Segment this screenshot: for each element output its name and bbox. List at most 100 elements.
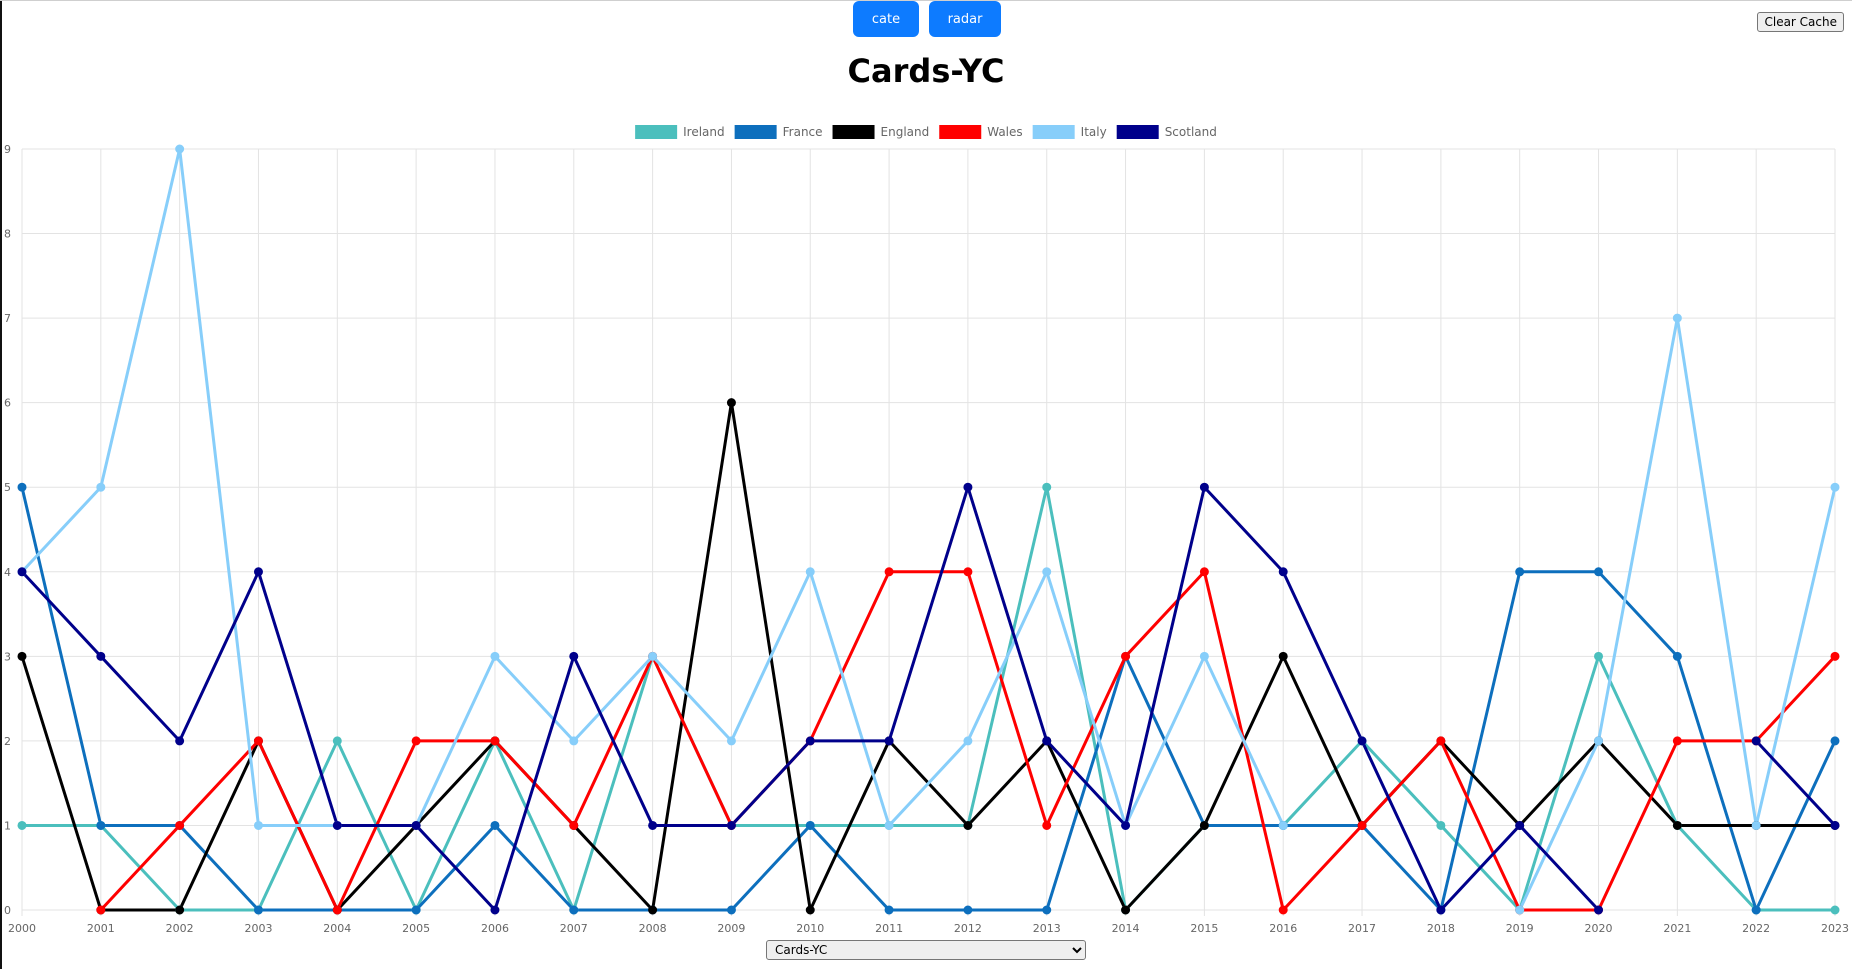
cate-button[interactable]: cate [853, 1, 919, 37]
x-tick-label: 2004 [323, 922, 351, 935]
data-point-scotland [175, 736, 185, 746]
data-point-scotland [1278, 567, 1288, 577]
data-point-scotland [963, 482, 973, 492]
legend-swatch-france [734, 125, 777, 139]
x-tick-label: 2006 [481, 922, 509, 935]
data-point-italy [648, 651, 658, 661]
data-point-italy [569, 736, 579, 746]
data-point-italy [726, 736, 736, 746]
x-tick-label: 2005 [402, 922, 430, 935]
data-point-scotland [569, 651, 579, 661]
data-point-france [884, 905, 894, 915]
data-point-france [1042, 905, 1052, 915]
chart-type-nav: cate radar [853, 1, 1001, 37]
legend-label: Italy [1081, 125, 1107, 139]
data-point-wales [96, 905, 106, 915]
data-point-italy [884, 820, 894, 830]
metric-select[interactable]: Cards-YC [766, 940, 1086, 960]
data-point-france [490, 820, 500, 830]
data-point-scotland [1121, 820, 1131, 830]
data-point-england [175, 905, 185, 915]
window-left-edge [0, 0, 2, 969]
x-tick-label: 2010 [796, 922, 824, 935]
data-point-france [411, 905, 421, 915]
legend-label: England [881, 125, 930, 139]
x-tick-label: 2018 [1427, 922, 1455, 935]
radar-button[interactable]: radar [929, 1, 1001, 37]
data-point-england [805, 905, 815, 915]
x-tick-label: 2017 [1348, 922, 1376, 935]
data-point-scotland [1830, 820, 1840, 830]
data-point-ireland [1830, 905, 1840, 915]
data-point-wales [1672, 736, 1682, 746]
data-point-italy [1672, 313, 1682, 323]
data-point-scotland [1199, 482, 1209, 492]
data-point-italy [175, 144, 185, 154]
y-tick-label: 5 [4, 481, 11, 494]
data-point-italy [1278, 820, 1288, 830]
x-tick-label: 2019 [1506, 922, 1534, 935]
data-point-scotland [1751, 736, 1761, 746]
data-point-italy [96, 482, 106, 492]
data-point-france [96, 820, 106, 830]
data-point-wales [175, 820, 185, 830]
data-point-wales [884, 567, 894, 577]
data-point-scotland [332, 820, 342, 830]
data-point-scotland [1357, 736, 1367, 746]
data-point-italy [490, 651, 500, 661]
x-tick-label: 2022 [1742, 922, 1770, 935]
legend-label: Ireland [683, 125, 725, 139]
y-tick-label: 9 [4, 143, 11, 156]
data-point-wales [332, 905, 342, 915]
data-point-england [1278, 651, 1288, 661]
x-tick-label: 2003 [244, 922, 272, 935]
legend-label: Scotland [1165, 125, 1217, 139]
x-tick-label: 2011 [875, 922, 903, 935]
chart-title: Cards-YC [847, 52, 1005, 90]
data-point-ireland [1594, 651, 1604, 661]
data-point-scotland [1594, 905, 1604, 915]
data-point-england [726, 398, 736, 408]
data-point-italy [1830, 482, 1840, 492]
x-tick-label: 2001 [87, 922, 115, 935]
data-point-france [726, 905, 736, 915]
data-point-france [17, 482, 27, 492]
clear-cache-button[interactable]: Clear Cache [1757, 12, 1844, 32]
data-point-wales [411, 736, 421, 746]
data-point-wales [963, 567, 973, 577]
data-point-italy [963, 736, 973, 746]
window-top-edge [0, 0, 1852, 1]
legend-swatch-ireland [635, 125, 678, 139]
legend-swatch-italy [1032, 125, 1075, 139]
y-tick-label: 1 [4, 819, 11, 832]
legend-swatch-england [832, 125, 875, 139]
x-tick-label: 2002 [166, 922, 194, 935]
y-tick-label: 2 [4, 735, 11, 748]
data-point-scotland [1436, 905, 1446, 915]
data-point-france [1751, 905, 1761, 915]
legend-label: France [783, 125, 823, 139]
data-point-italy [1751, 820, 1761, 830]
data-point-scotland [253, 567, 263, 577]
data-point-scotland [726, 820, 736, 830]
data-point-ireland [1436, 820, 1446, 830]
x-tick-label: 2016 [1269, 922, 1297, 935]
data-point-scotland [648, 820, 658, 830]
data-point-france [253, 905, 263, 915]
x-tick-label: 2012 [954, 922, 982, 935]
x-tick-label: 2015 [1190, 922, 1218, 935]
data-point-wales [1199, 567, 1209, 577]
y-tick-label: 6 [4, 397, 11, 410]
y-tick-label: 8 [4, 228, 11, 241]
data-point-wales [569, 820, 579, 830]
data-point-england [17, 651, 27, 661]
data-point-wales [1278, 905, 1288, 915]
data-point-france [569, 905, 579, 915]
data-point-scotland [884, 736, 894, 746]
data-point-england [1121, 905, 1131, 915]
x-tick-label: 2020 [1585, 922, 1613, 935]
data-point-scotland [1042, 736, 1052, 746]
x-tick-label: 2007 [560, 922, 588, 935]
y-tick-label: 4 [4, 566, 11, 579]
line-chart: 0 1 2 3 4 5 6 7 8 9 2000 2001 2002 2003 2004 2005 2006 20… [4, 125, 1849, 935]
